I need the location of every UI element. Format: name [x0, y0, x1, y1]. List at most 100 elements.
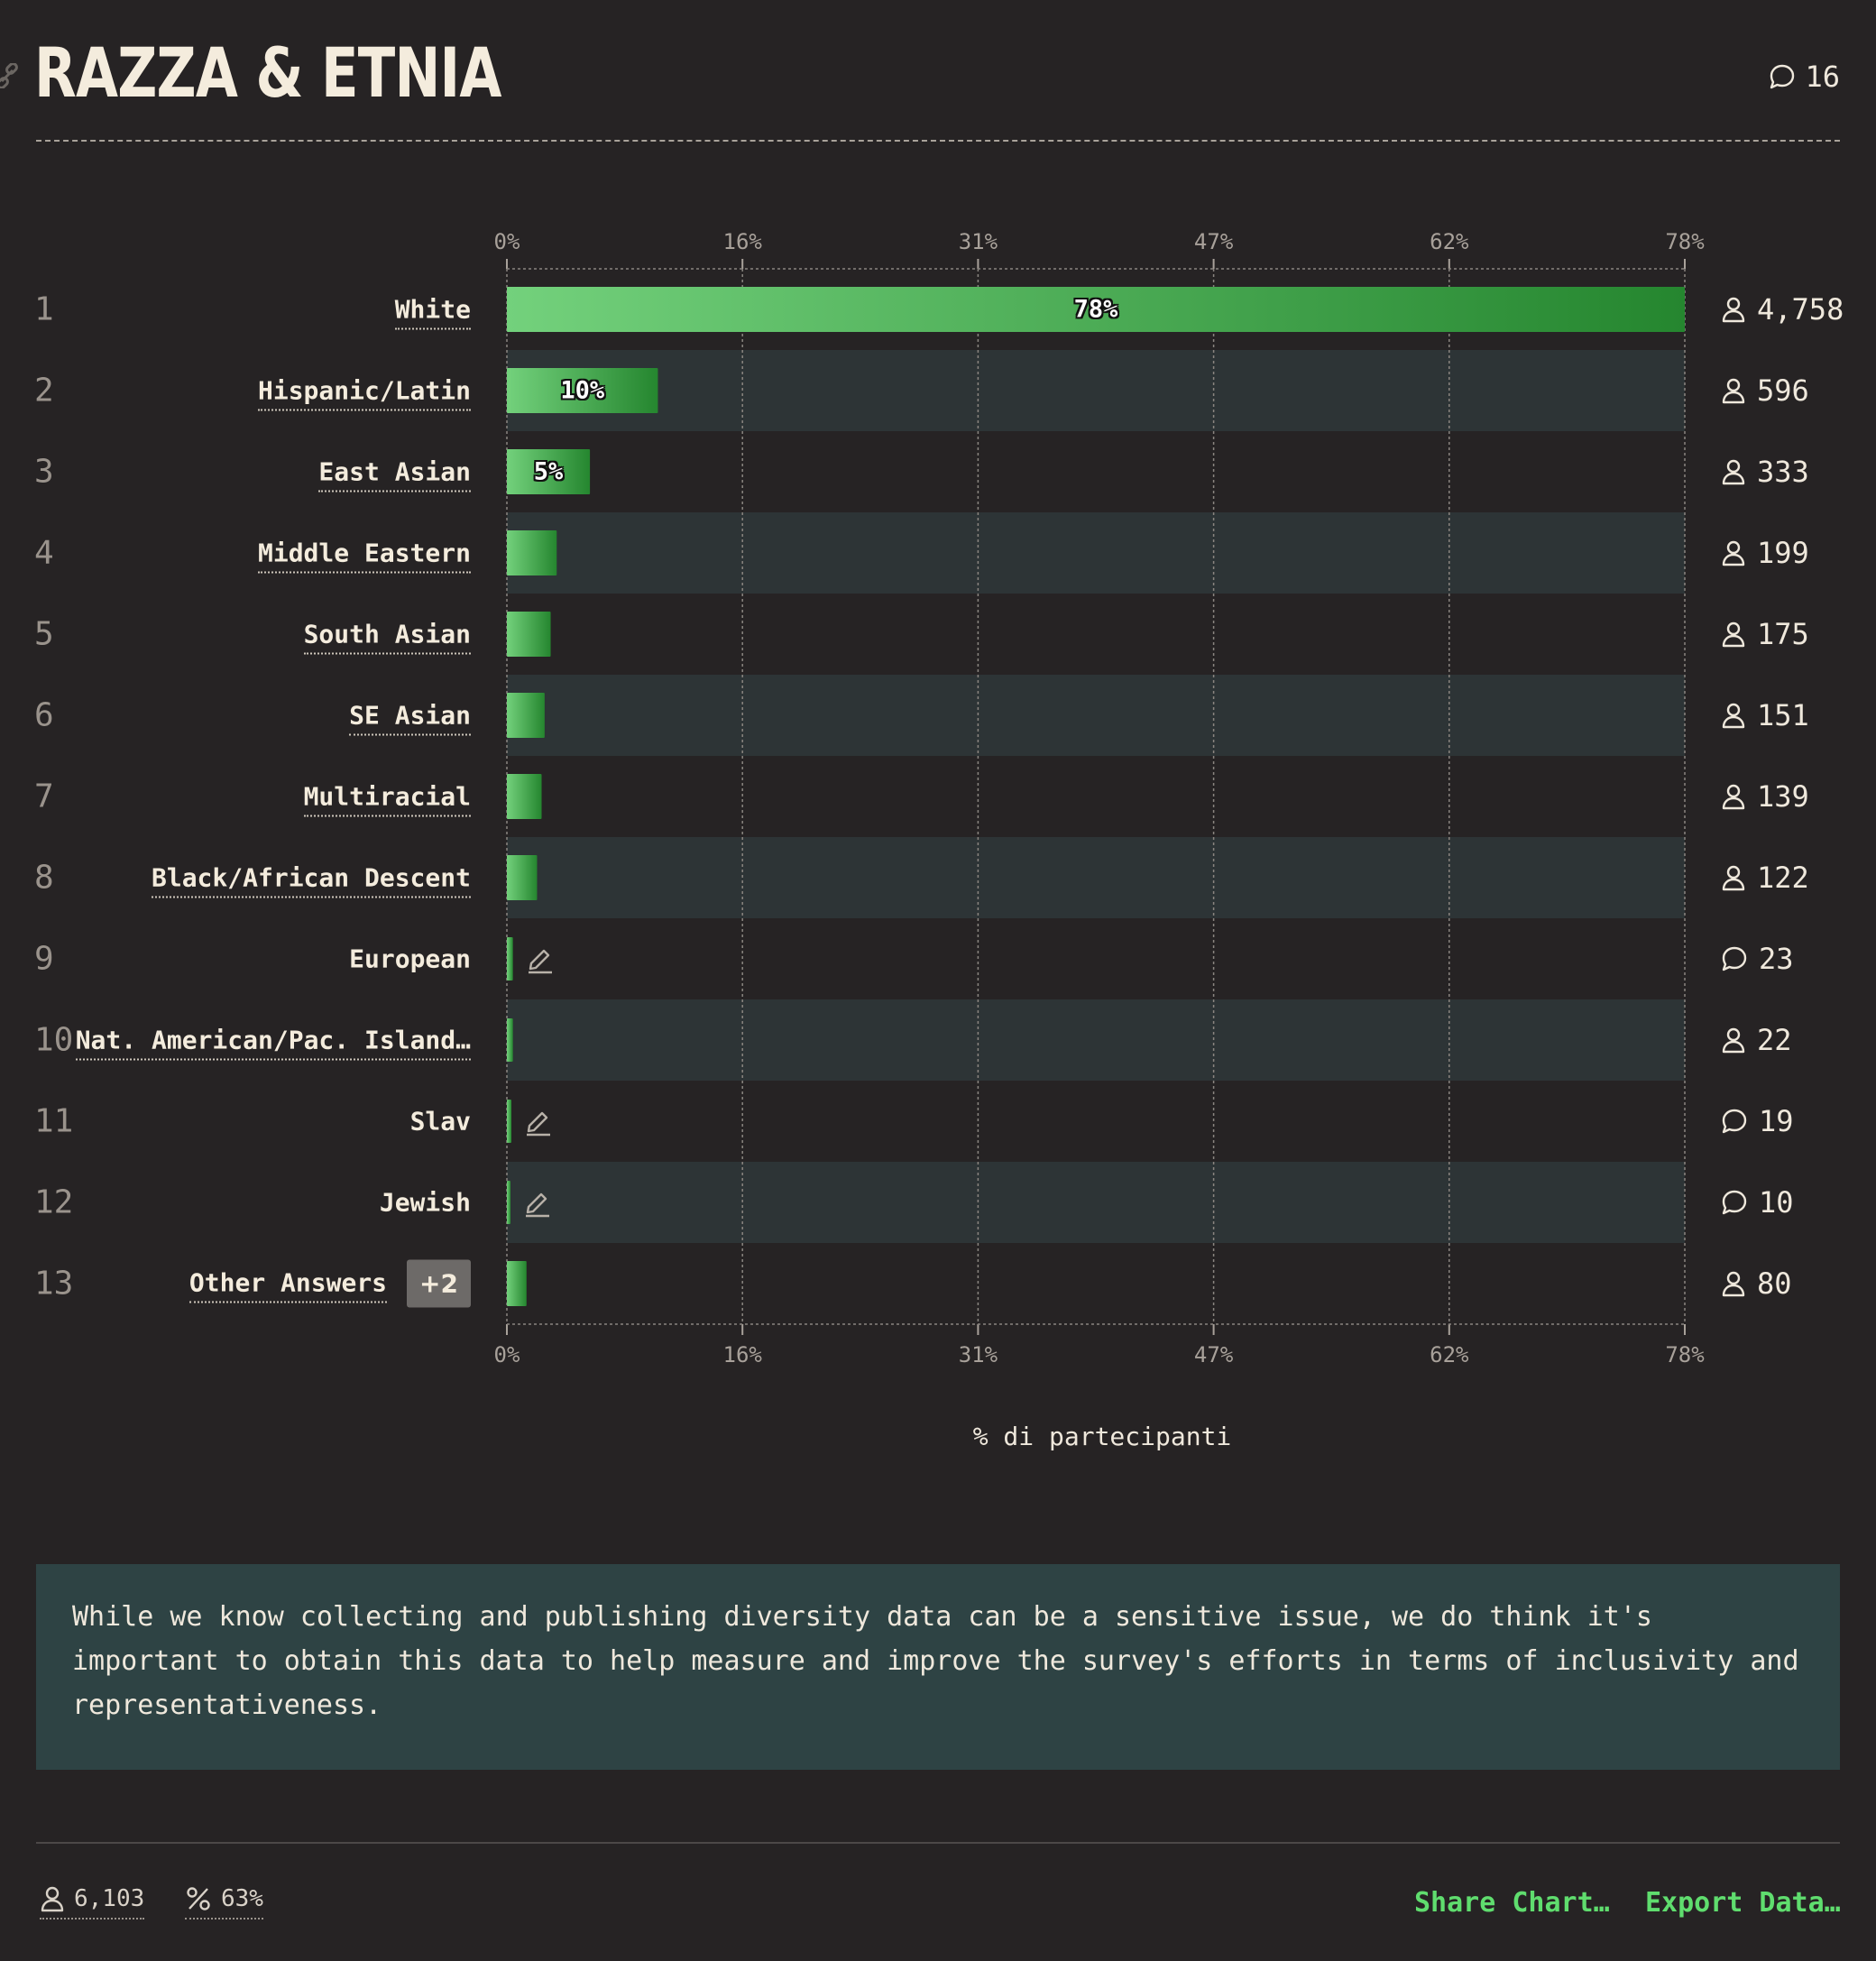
- comments-button[interactable]: 16: [1769, 60, 1840, 94]
- x-axis-title: % di partecipanti: [972, 1422, 1232, 1451]
- bar-value-label: 5%: [533, 457, 564, 486]
- footer-divider: [36, 1842, 1840, 1844]
- note-text: While we know collecting and publishing …: [72, 1601, 1799, 1721]
- percent-stat[interactable]: 63%: [185, 1885, 263, 1920]
- row-count-value: 596: [1757, 373, 1809, 408]
- row-label-text: Multiracial: [303, 781, 471, 817]
- row-count-value: 151: [1757, 698, 1809, 732]
- row-label-text: East Asian: [318, 456, 471, 493]
- row-label[interactable]: Multiracial: [303, 781, 471, 817]
- row-rank: 1: [34, 290, 54, 328]
- row-label-text: Other Answers: [189, 1267, 388, 1303]
- row-count-value: 19: [1759, 1104, 1794, 1138]
- row-band: [507, 594, 1685, 675]
- row-band: [507, 918, 1685, 999]
- row-count: 199: [1721, 536, 1809, 570]
- row-rank: 4: [34, 534, 54, 572]
- row-label[interactable]: White: [394, 294, 471, 330]
- row-label[interactable]: Hispanic/Latin: [257, 375, 471, 411]
- row-band: [507, 1081, 1685, 1162]
- row-label[interactable]: SE Asian: [349, 700, 471, 736]
- row-count: 80: [1721, 1266, 1792, 1301]
- bar: [507, 612, 551, 657]
- row-label-text: Middle Eastern: [257, 538, 471, 574]
- person-icon: [1722, 1271, 1745, 1297]
- row-rank: 3: [34, 453, 54, 491]
- person-icon: [1722, 378, 1745, 404]
- comment-icon: [1722, 1190, 1747, 1215]
- row-count-value: 4,758: [1757, 292, 1844, 327]
- row-label[interactable]: Black/African Descent: [151, 862, 471, 898]
- comment-count: 16: [1805, 60, 1840, 94]
- other-answers-badge[interactable]: +2: [407, 1259, 471, 1308]
- pencil-icon[interactable]: [524, 1106, 553, 1137]
- bar: [507, 1018, 513, 1062]
- row-label-text: Hispanic/Latin: [257, 375, 471, 411]
- x-tick-label-bottom: 0%: [493, 1342, 520, 1367]
- bar: [507, 530, 557, 575]
- header-divider: [36, 140, 1840, 142]
- row-count-value: 122: [1757, 861, 1809, 895]
- x-tick-label-top: 62%: [1430, 229, 1469, 254]
- row-label[interactable]: Jewish: [380, 1188, 471, 1218]
- row-label[interactable]: Slav: [410, 1107, 471, 1137]
- bar: [507, 287, 1685, 332]
- x-tick-label-bottom: 62%: [1430, 1342, 1469, 1367]
- row-rank: 11: [34, 1102, 74, 1140]
- row-count: 23: [1721, 942, 1794, 976]
- row-count: 4,758: [1721, 292, 1844, 327]
- person-icon: [1722, 865, 1745, 891]
- respondents-stat[interactable]: 6,103: [40, 1885, 145, 1920]
- row-rank: 13: [34, 1265, 74, 1303]
- person-icon: [1722, 1027, 1745, 1054]
- row-label-text: Nat. American/Pac. Island…: [75, 1025, 471, 1061]
- bar: [507, 1181, 510, 1224]
- comment-icon: [1722, 946, 1747, 971]
- bar: [507, 774, 542, 819]
- person-icon: [1722, 459, 1745, 485]
- row-count-value: 333: [1757, 455, 1809, 489]
- note-box: While we know collecting and publishing …: [36, 1564, 1840, 1770]
- row-count: 19: [1721, 1104, 1794, 1138]
- row-rank: 10: [34, 1021, 74, 1059]
- row-label-text: Black/African Descent: [151, 862, 471, 898]
- person-icon: [1722, 784, 1745, 810]
- pencil-icon[interactable]: [523, 1187, 552, 1218]
- row-label[interactable]: European: [349, 944, 471, 974]
- row-band: [507, 431, 1685, 512]
- row-label-text: Slav: [409, 1106, 471, 1137]
- row-label[interactable]: Nat. American/Pac. Island…: [75, 1025, 471, 1061]
- x-tick-label-bottom: 31%: [958, 1342, 998, 1367]
- row-label[interactable]: Middle Eastern: [257, 538, 471, 574]
- row-count: 596: [1721, 373, 1809, 408]
- row-band: [507, 999, 1685, 1081]
- x-tick-label-top: 47%: [1193, 229, 1234, 254]
- bar: [507, 449, 591, 494]
- row-rank: 7: [34, 778, 54, 815]
- person-icon: [41, 1886, 64, 1912]
- row-label[interactable]: South Asian: [303, 619, 471, 655]
- row-band: [507, 512, 1685, 594]
- bar: [507, 368, 658, 413]
- pencil-icon[interactable]: [526, 944, 555, 974]
- export-data-link[interactable]: Export Data…: [1645, 1887, 1841, 1919]
- row-count: 22: [1721, 1023, 1792, 1057]
- x-tick-label-top: 0%: [493, 229, 520, 254]
- x-tick-label-top: 78%: [1665, 229, 1705, 254]
- x-tick-label-top: 31%: [958, 229, 998, 254]
- row-count-value: 23: [1759, 942, 1794, 976]
- row-label[interactable]: East Asian: [318, 456, 471, 493]
- row-label-text: Jewish: [379, 1187, 471, 1218]
- row-band: [507, 350, 1685, 431]
- row-rank: 6: [34, 696, 54, 734]
- link-icon[interactable]: [0, 63, 20, 88]
- row-count: 10: [1721, 1185, 1794, 1220]
- row-rank: 2: [34, 372, 54, 410]
- person-icon: [1722, 540, 1745, 566]
- share-chart-link[interactable]: Share Chart…: [1414, 1887, 1610, 1919]
- row-label[interactable]: Other Answers +2: [189, 1259, 471, 1308]
- person-icon: [1722, 297, 1745, 323]
- row-label-text: SE Asian: [349, 700, 471, 736]
- comment-icon: [1770, 64, 1795, 89]
